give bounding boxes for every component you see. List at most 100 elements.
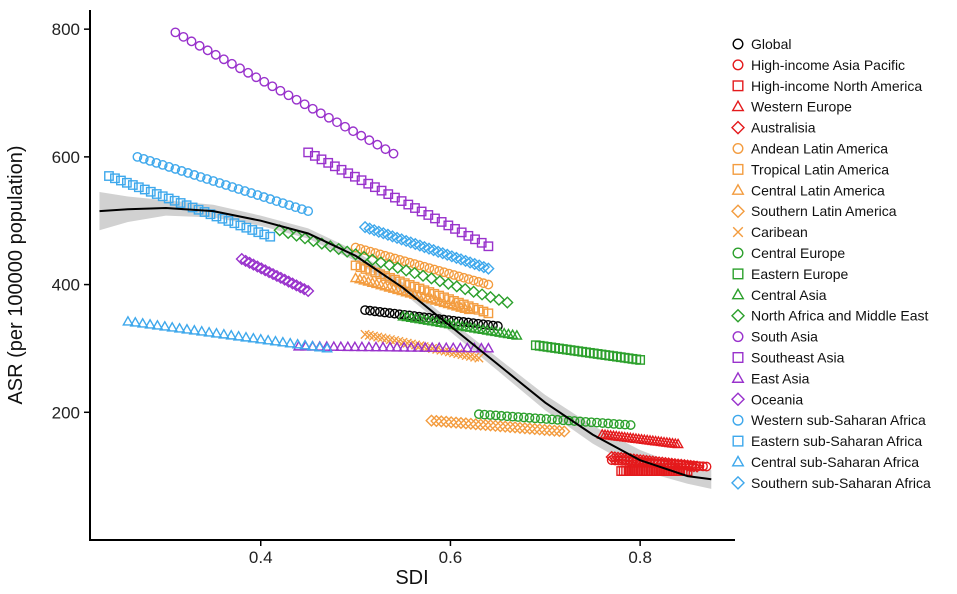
- data-point: [132, 151, 143, 162]
- data-point: [434, 265, 445, 276]
- data-point: [271, 196, 282, 206]
- legend-swatch: [732, 142, 744, 154]
- legend-item: Central sub-Saharan Africa: [731, 454, 919, 470]
- fit-line: [99, 206, 712, 481]
- data-point: [614, 419, 625, 430]
- data-point: [440, 341, 453, 353]
- data-point: [336, 164, 347, 175]
- legend-item: Central Europe: [732, 245, 845, 261]
- data-point: [254, 333, 267, 344]
- data-point: [307, 234, 320, 248]
- data-point: [379, 307, 390, 318]
- data-point: [442, 277, 455, 290]
- legend-swatch: [732, 268, 744, 280]
- data-point: [208, 176, 219, 186]
- y-axis-title: ASR (per 100000 population): [5, 145, 27, 404]
- data-point: [449, 416, 463, 429]
- data-point: [390, 253, 400, 264]
- data-point: [389, 308, 400, 319]
- legend-swatch: [732, 331, 744, 343]
- legend-item: High-income Asia Pacific: [732, 57, 905, 73]
- data-point: [501, 296, 514, 309]
- series-19: [132, 151, 314, 217]
- data-point: [309, 150, 320, 161]
- data-point: [252, 190, 263, 200]
- data-point: [592, 417, 602, 428]
- data-point: [323, 157, 334, 168]
- data-point: [528, 422, 541, 436]
- legend-swatch: [731, 120, 745, 135]
- data-point: [492, 293, 506, 307]
- legend-swatch: [732, 80, 744, 92]
- data-point: [468, 275, 479, 286]
- data-point: [507, 411, 518, 422]
- data-point: [370, 341, 382, 352]
- data-point: [454, 341, 467, 353]
- data-point: [467, 285, 480, 299]
- data-point: [232, 330, 245, 341]
- data-point: [672, 437, 684, 449]
- data-point: [291, 338, 304, 349]
- data-point: [391, 341, 403, 352]
- data-point: [502, 411, 512, 422]
- data-point: [221, 180, 231, 190]
- data-point: [290, 202, 301, 213]
- data-point: [450, 223, 460, 234]
- data-point: [273, 224, 286, 237]
- data-point: [360, 264, 371, 274]
- data-point: [541, 414, 552, 424]
- legend-swatch: [731, 455, 745, 467]
- data-point: [479, 409, 490, 420]
- data-point: [259, 76, 270, 87]
- legend-label: Southern sub-Saharan Africa: [751, 475, 931, 491]
- data-point: [258, 192, 269, 202]
- data-point: [454, 416, 468, 430]
- data-point: [283, 90, 294, 101]
- legend-swatch: [732, 38, 744, 50]
- data-point: [483, 279, 494, 290]
- legend-item: Caribean: [732, 224, 808, 240]
- data-point: [138, 153, 149, 164]
- data-point: [306, 340, 319, 351]
- legend-item: Southern Latin America: [731, 203, 897, 219]
- data-point: [227, 182, 238, 192]
- data-point: [316, 154, 327, 165]
- legend-swatch: [732, 163, 744, 175]
- legend-label: Oceania: [751, 391, 803, 407]
- data-point: [408, 266, 421, 280]
- data-point: [496, 410, 507, 421]
- legend-label: Australisia: [751, 120, 816, 136]
- legend-item: North Africa and Middle East: [731, 308, 929, 324]
- data-point: [569, 416, 580, 426]
- legend-swatch: [732, 226, 744, 238]
- data-point: [225, 329, 238, 340]
- data-point: [426, 341, 438, 352]
- data-point: [313, 341, 326, 352]
- data-point: [412, 341, 424, 352]
- data-point: [377, 341, 389, 352]
- data-point: [399, 256, 410, 267]
- legend-label: Western sub-Saharan Africa: [751, 412, 926, 428]
- data-point: [151, 319, 164, 330]
- data-point: [635, 355, 646, 365]
- data-point: [348, 126, 359, 137]
- data-point: [416, 206, 427, 217]
- data-point: [274, 271, 288, 285]
- data-point: [473, 276, 484, 287]
- data-point: [129, 316, 142, 327]
- data-point: [133, 182, 144, 193]
- legend-label: High-income Asia Pacific: [751, 57, 905, 73]
- data-point: [384, 308, 395, 318]
- data-point: [235, 252, 249, 266]
- data-point: [423, 210, 434, 220]
- data-point: [151, 189, 162, 199]
- data-point: [469, 417, 482, 431]
- data-point: [484, 419, 497, 432]
- data-point: [259, 229, 270, 240]
- data-point: [385, 272, 395, 283]
- x-axis-title: SDI: [395, 567, 428, 589]
- data-point: [523, 422, 537, 435]
- data-point: [116, 175, 126, 186]
- data-point: [340, 121, 350, 132]
- data-point: [195, 172, 206, 182]
